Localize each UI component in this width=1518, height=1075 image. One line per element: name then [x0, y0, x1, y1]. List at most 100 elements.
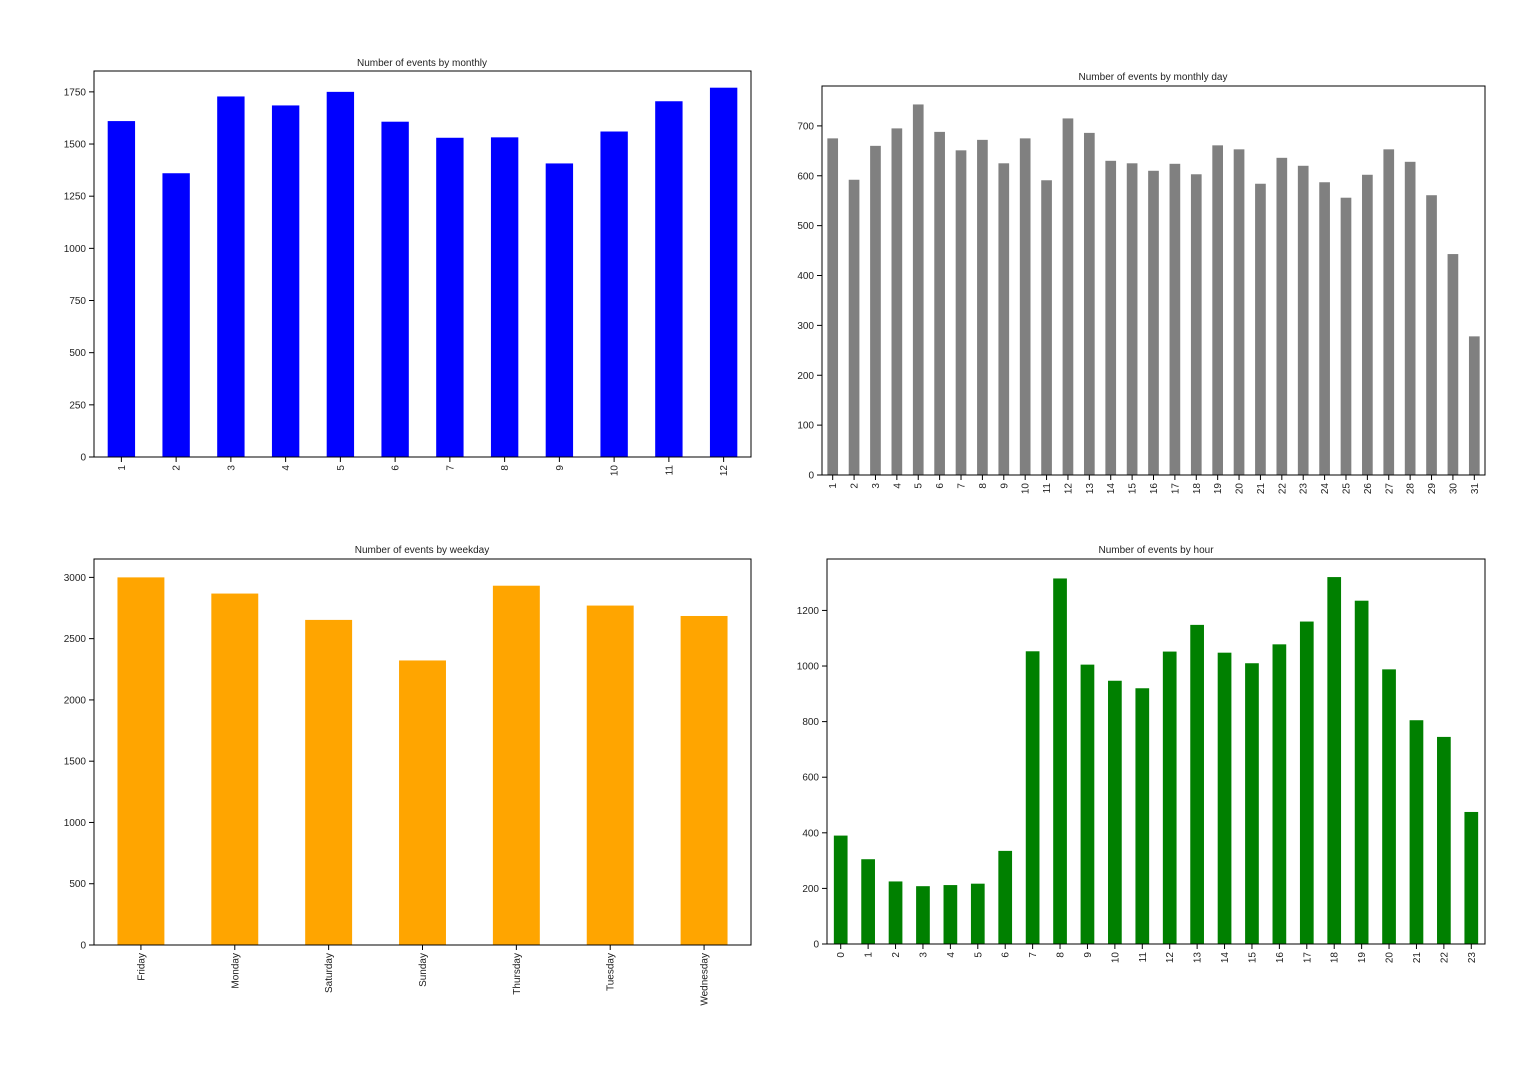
- bar: [1362, 174, 1373, 475]
- x-tick-label: 21: [1256, 483, 1267, 495]
- bar: [1382, 669, 1396, 944]
- bar: [1080, 664, 1095, 944]
- bar: [827, 138, 839, 475]
- bar: [326, 91, 355, 458]
- bar: [1409, 720, 1424, 944]
- x-tick-label: 1: [864, 952, 875, 958]
- y-tick-label: 500: [797, 221, 814, 232]
- chart-panel-monthly: Number of events by monthly 0 250 500 750 10…: [64, 58, 752, 477]
- x-tick-label: 6: [1001, 952, 1012, 958]
- x-tick-label: 23: [1299, 483, 1310, 495]
- x-tick-label: 20: [1385, 952, 1396, 964]
- x-tick-label: 12: [1165, 952, 1176, 964]
- y-tick-label: 500: [69, 348, 86, 359]
- bar: [1464, 811, 1479, 944]
- y-tick-label: 1500: [64, 140, 87, 151]
- x-tick-label: 1: [117, 465, 128, 471]
- bar: [271, 105, 300, 458]
- bar: [1437, 736, 1451, 944]
- y-tick-label: 100: [797, 421, 814, 432]
- bar: [998, 850, 1013, 944]
- bar: [1447, 254, 1459, 475]
- bar: [399, 660, 446, 945]
- bar: [1190, 624, 1204, 944]
- bar: [1019, 138, 1031, 475]
- chart-title: Number of events by hour: [1098, 545, 1214, 556]
- bar: [1327, 577, 1342, 944]
- x-tick-label: 8: [500, 465, 511, 471]
- bar: [1299, 621, 1314, 944]
- bar: [1404, 161, 1416, 475]
- x-tick-label: 3: [871, 483, 882, 489]
- x-tick-label: 6: [391, 465, 402, 471]
- x-tick-label: 31: [1470, 483, 1481, 495]
- x-tick-label: 12: [719, 465, 730, 477]
- bar: [977, 139, 988, 476]
- x-tick-label: 11: [1138, 952, 1149, 963]
- x-tick-label: 17: [1302, 952, 1313, 964]
- bar: [1083, 132, 1095, 475]
- y-tick-label: 200: [797, 371, 814, 382]
- x-tick-label: 9: [999, 483, 1010, 489]
- y-tick-label: 600: [802, 773, 819, 784]
- x-tick-label: 15: [1128, 483, 1139, 495]
- y-tick-label: 0: [80, 941, 86, 952]
- x-tick-label: 7: [957, 483, 968, 489]
- y-tick-label: 1000: [64, 818, 87, 829]
- bar: [934, 131, 945, 475]
- bar: [1062, 118, 1074, 476]
- x-tick-label: 7: [445, 465, 456, 471]
- x-tick-label: 2: [891, 952, 902, 958]
- axes-frame: [93, 70, 752, 458]
- bar: [1217, 652, 1232, 944]
- bar: [1276, 157, 1288, 475]
- bar: [162, 173, 190, 458]
- x-tick-label: 7: [1028, 952, 1039, 958]
- chart-panel-monthly-day: Number of events by monthly day 0 100 200 3…: [797, 72, 1486, 495]
- bar: [891, 128, 903, 475]
- x-tick-label: 16: [1275, 952, 1286, 964]
- x-tick-label: 25: [1341, 483, 1352, 495]
- x-tick-label: 8: [978, 483, 989, 489]
- x-tick-label: Thursday: [512, 953, 523, 995]
- x-tick-label: 15: [1247, 952, 1258, 964]
- y-tick-label: 600: [797, 171, 814, 182]
- x-tick-label: 21: [1412, 952, 1423, 964]
- bar: [1468, 336, 1480, 475]
- x-tick-label: 1: [828, 483, 839, 489]
- x-tick-label: 22: [1439, 952, 1450, 964]
- y-tick-label: 1250: [64, 192, 87, 203]
- bar: [709, 87, 738, 457]
- x-tick-label: 4: [281, 465, 292, 471]
- x-tick-label: 22: [1277, 483, 1288, 495]
- y-tick-label: 2000: [64, 695, 87, 706]
- bar: [870, 145, 881, 475]
- x-tick-label: 26: [1363, 483, 1374, 495]
- bar: [833, 835, 848, 944]
- bar: [1169, 163, 1181, 476]
- bar: [490, 137, 519, 457]
- chart-title: Number of events by monthly day: [1079, 72, 1228, 83]
- bar: [916, 886, 930, 944]
- bar: [1105, 160, 1117, 475]
- x-tick-label: 5: [973, 952, 984, 958]
- bar: [1053, 578, 1067, 944]
- bar: [1108, 680, 1122, 944]
- x-tick-label: 30: [1448, 483, 1459, 495]
- bar: [1162, 651, 1177, 944]
- bar: [912, 104, 924, 475]
- chart-panel-hour: Number of events by hour 020040060080010…: [797, 545, 1486, 964]
- x-tick-label: 9: [555, 465, 566, 471]
- y-tick-label: 0: [80, 453, 86, 464]
- x-tick-label: 0: [836, 952, 847, 958]
- x-tick-label: 9: [1083, 952, 1094, 958]
- x-tick-label: 11: [1042, 483, 1053, 494]
- y-tick-label: 3000: [64, 573, 87, 584]
- x-tick-label: 16: [1149, 483, 1160, 495]
- y-tick-label: 700: [797, 121, 814, 132]
- bar: [861, 859, 875, 944]
- bar: [436, 137, 464, 457]
- x-tick-label: Saturday: [324, 953, 335, 993]
- bar: [998, 163, 1010, 476]
